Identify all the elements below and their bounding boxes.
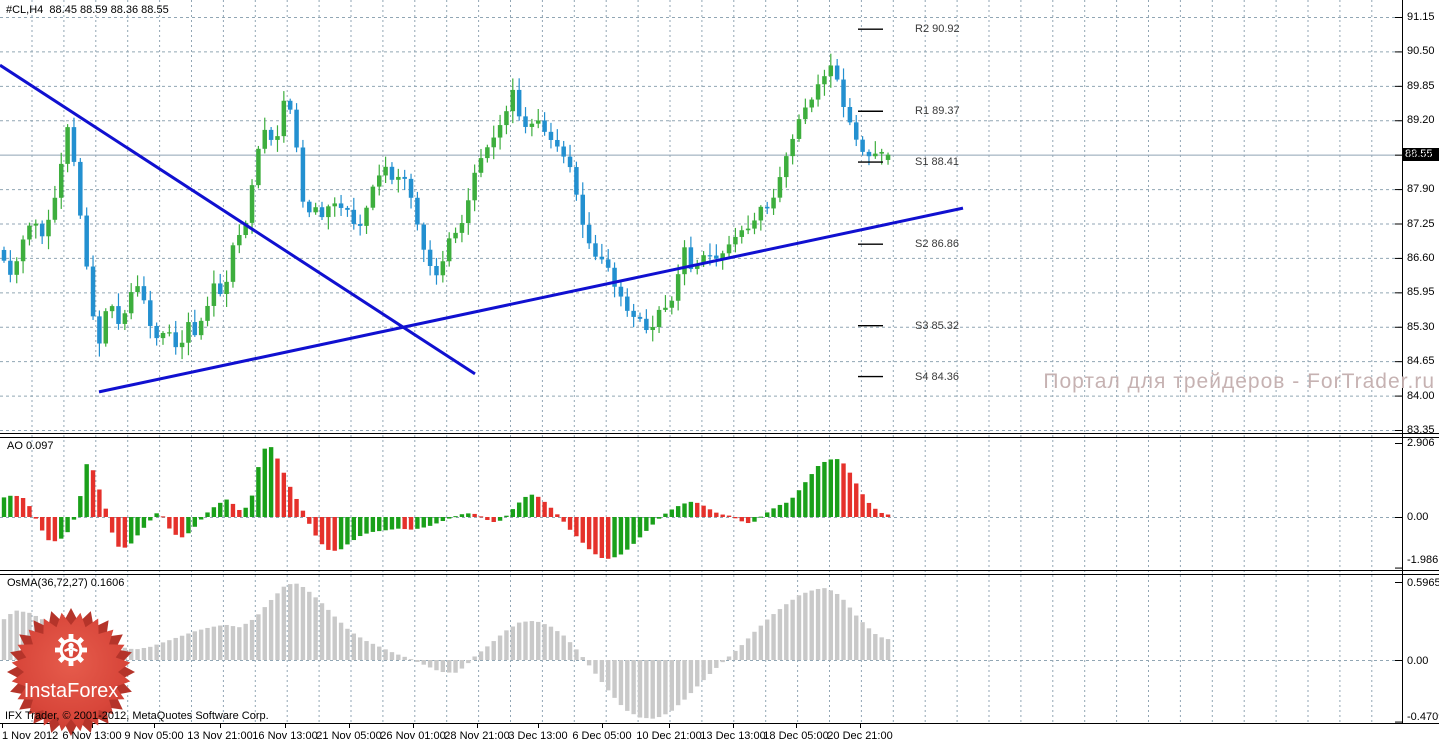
instaforex-badge: InstaForex [7, 608, 135, 736]
panel-frames [0, 0, 1439, 728]
candlesticks [1, 53, 891, 360]
trend-lines [0, 63, 964, 394]
gear-person-icon [55, 634, 87, 666]
title-ohlc: 88.45 88.59 88.36 88.55 [49, 4, 169, 16]
copyright-text: IFX Trader, © 2001-2012, MetaQuotes Soft… [5, 710, 269, 722]
ao-indicator-title: AO 0.097 [7, 440, 54, 452]
osma-histogram [1, 583, 891, 719]
badge-label: InstaForex [24, 680, 118, 702]
chart-title: #CL,H4 88.45 88.59 88.36 88.55 [6, 4, 169, 16]
badge-starburst [11, 612, 131, 732]
grid-lines [0, 0, 1402, 723]
osma-indicator-title: OsMA(36,72,27) 0.1606 [7, 577, 125, 589]
title-symbol: #CL,H4 [6, 4, 44, 16]
current-price-badge: 88.55 [1402, 148, 1439, 162]
sr-segments [858, 28, 883, 378]
watermark-text: Портал для трейдеров - ForTrader.ru [1043, 370, 1435, 393]
ao-histogram [1, 447, 891, 559]
